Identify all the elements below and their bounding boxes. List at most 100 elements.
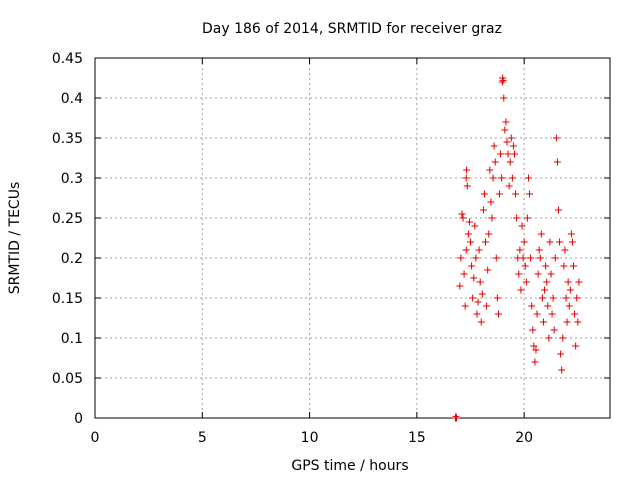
data-point [535, 246, 543, 254]
data-point [504, 150, 512, 158]
data-point [506, 158, 514, 166]
data-point [561, 246, 569, 254]
axis-ticks [94, 57, 610, 419]
data-point [529, 326, 537, 334]
data-point [470, 274, 478, 282]
data-point [532, 346, 540, 354]
data-point [519, 254, 527, 262]
data-point [552, 134, 560, 142]
chart-title: Day 186 of 2014, SRMTID for receiver gra… [202, 21, 502, 37]
data-point [546, 238, 554, 246]
data-point [522, 278, 530, 286]
data-point [573, 294, 581, 302]
data-point [502, 118, 510, 126]
y-tick-label: 0.3 [61, 171, 83, 187]
y-tick-label: 0.45 [52, 51, 83, 67]
data-point [558, 366, 566, 374]
data-point [538, 294, 546, 302]
data-point [557, 350, 565, 358]
data-point [551, 254, 559, 262]
data-point [536, 254, 544, 262]
data-point [564, 278, 572, 286]
data-point [467, 238, 475, 246]
y-tick-label: 0 [74, 411, 83, 427]
data-point [503, 138, 511, 146]
data-point [570, 262, 578, 270]
data-point [539, 318, 547, 326]
y-tick-label: 0.4 [61, 91, 83, 107]
data-point [574, 318, 582, 326]
data-point [494, 310, 502, 318]
data-point [499, 76, 507, 84]
data-point [567, 230, 575, 238]
data-point [528, 302, 536, 310]
data-point [505, 182, 513, 190]
plot-frame [94, 57, 611, 419]
data-point [507, 134, 515, 142]
data-point [492, 254, 500, 262]
y-tick-label: 0.1 [61, 331, 83, 347]
x-axis-label: GPS time / hours [291, 458, 408, 474]
data-point [555, 206, 562, 214]
data-point [485, 230, 493, 238]
data-point [458, 210, 466, 218]
tick-labels: 0 0.05 0.1 0.15 0.2 0.25 0.3 0.35 0.4 0.45 0 5 10 15 2… [52, 51, 533, 446]
data-point [524, 174, 532, 182]
data-point [463, 166, 471, 174]
data-point [488, 214, 496, 222]
data-point [547, 270, 555, 278]
data-point [469, 294, 477, 302]
data-point [572, 342, 580, 350]
data-point [462, 174, 470, 182]
data-point [548, 310, 556, 318]
data-point [521, 262, 529, 270]
grid-lines [95, 58, 610, 418]
data-point [500, 94, 508, 102]
data-point [479, 206, 487, 214]
data-point [526, 190, 534, 198]
data-point [556, 238, 564, 246]
data-point [498, 174, 506, 182]
data-point [542, 262, 550, 270]
data-point [490, 142, 498, 150]
data-point [501, 126, 509, 134]
data-point [495, 190, 503, 198]
data-point [475, 246, 483, 254]
data-point [483, 302, 491, 310]
data-point [463, 182, 471, 190]
y-tick-label: 0.35 [52, 131, 83, 147]
data-point [493, 294, 501, 302]
data-point [471, 222, 479, 230]
data-point [511, 150, 519, 158]
data-point [543, 278, 551, 286]
data-point [497, 150, 505, 158]
data-point [465, 218, 473, 226]
data-point [462, 246, 470, 254]
data-point [518, 222, 526, 230]
data-point [549, 294, 557, 302]
y-axis-label: SRMTID / TECUs [7, 182, 23, 295]
data-point [474, 298, 482, 306]
data-point [534, 270, 542, 278]
y-tick-label: 0.25 [52, 211, 83, 227]
data-point [452, 412, 460, 420]
data-point [468, 262, 476, 270]
data-point [477, 318, 485, 326]
data-point [491, 158, 499, 166]
data-point [453, 414, 461, 422]
data-points [452, 74, 583, 422]
data-point [512, 190, 520, 198]
data-point [461, 302, 469, 310]
data-point [509, 142, 517, 150]
data-point [473, 310, 481, 318]
data-point [482, 238, 490, 246]
data-point [457, 254, 465, 262]
data-point [486, 166, 494, 174]
data-point [531, 358, 539, 366]
data-point [523, 214, 531, 222]
data-point [487, 198, 495, 206]
data-point [517, 286, 525, 294]
data-point [472, 254, 480, 262]
data-point [553, 158, 561, 166]
